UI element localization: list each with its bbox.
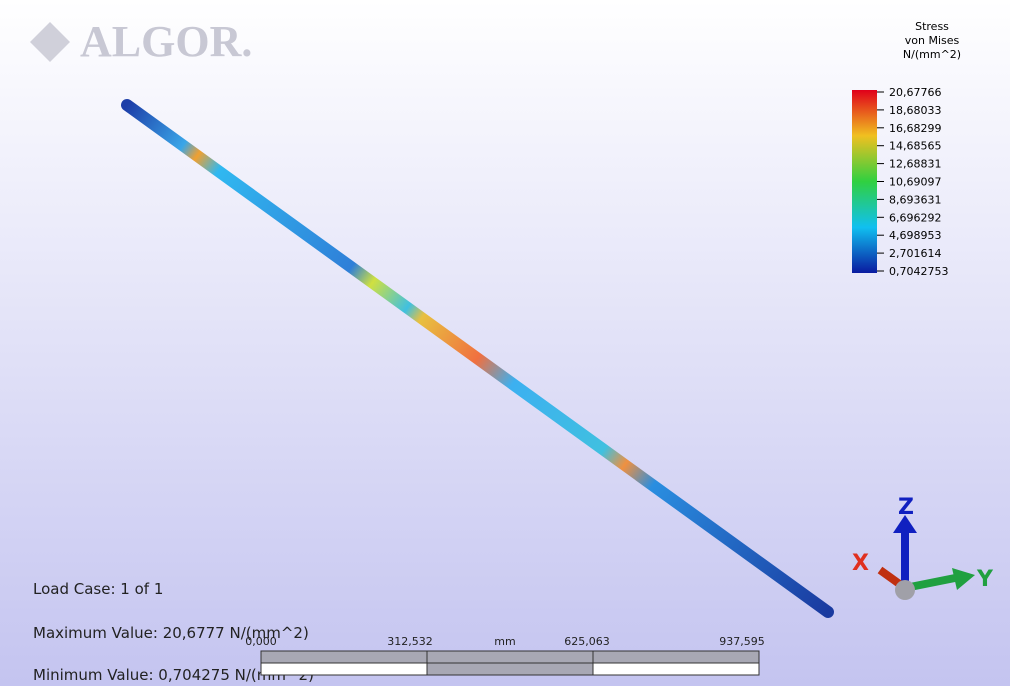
- origin: [895, 580, 915, 600]
- load-case: Load Case: 1 of 1: [33, 580, 163, 598]
- legend-label: 2,701614: [889, 247, 942, 260]
- scale-cell: [427, 663, 593, 675]
- legend-label: 6,696292: [889, 211, 942, 224]
- legend-label: 4,698953: [889, 229, 942, 242]
- legend-label: 18,68033: [889, 104, 942, 117]
- legend-label: 20,67766: [889, 86, 942, 99]
- viewport: ALGOR. Stressvon MisesN/(mm^2) 20,67766 18…: [0, 0, 1010, 686]
- z-label: Z: [898, 495, 914, 520]
- legend-label: 0,7042753: [889, 265, 949, 278]
- legend-label: 8,693631: [889, 193, 942, 206]
- scale-unit: mm: [494, 635, 515, 648]
- legend-label: 12,68831: [889, 158, 942, 171]
- scale-cell: [261, 663, 427, 675]
- scale-label: 312,532: [387, 635, 433, 648]
- legend-title: von Mises: [905, 34, 960, 47]
- legend-label: 14,68565: [889, 140, 942, 153]
- legend-title: Stress: [915, 20, 949, 33]
- scale-row: [261, 651, 759, 663]
- scale-label: 937,595: [719, 635, 765, 648]
- legend-label: 10,69097: [889, 176, 942, 189]
- logo: ALGOR.: [80, 17, 252, 66]
- color-bar: [852, 90, 877, 273]
- scale-cell: [593, 663, 759, 675]
- scale-label: 625,063: [564, 635, 610, 648]
- scale-label: 0,000: [245, 635, 277, 648]
- y-label: Y: [976, 567, 994, 592]
- legend-title: N/(mm^2): [903, 48, 961, 61]
- legend-label: 16,68299: [889, 122, 942, 135]
- x-label: X: [852, 551, 869, 576]
